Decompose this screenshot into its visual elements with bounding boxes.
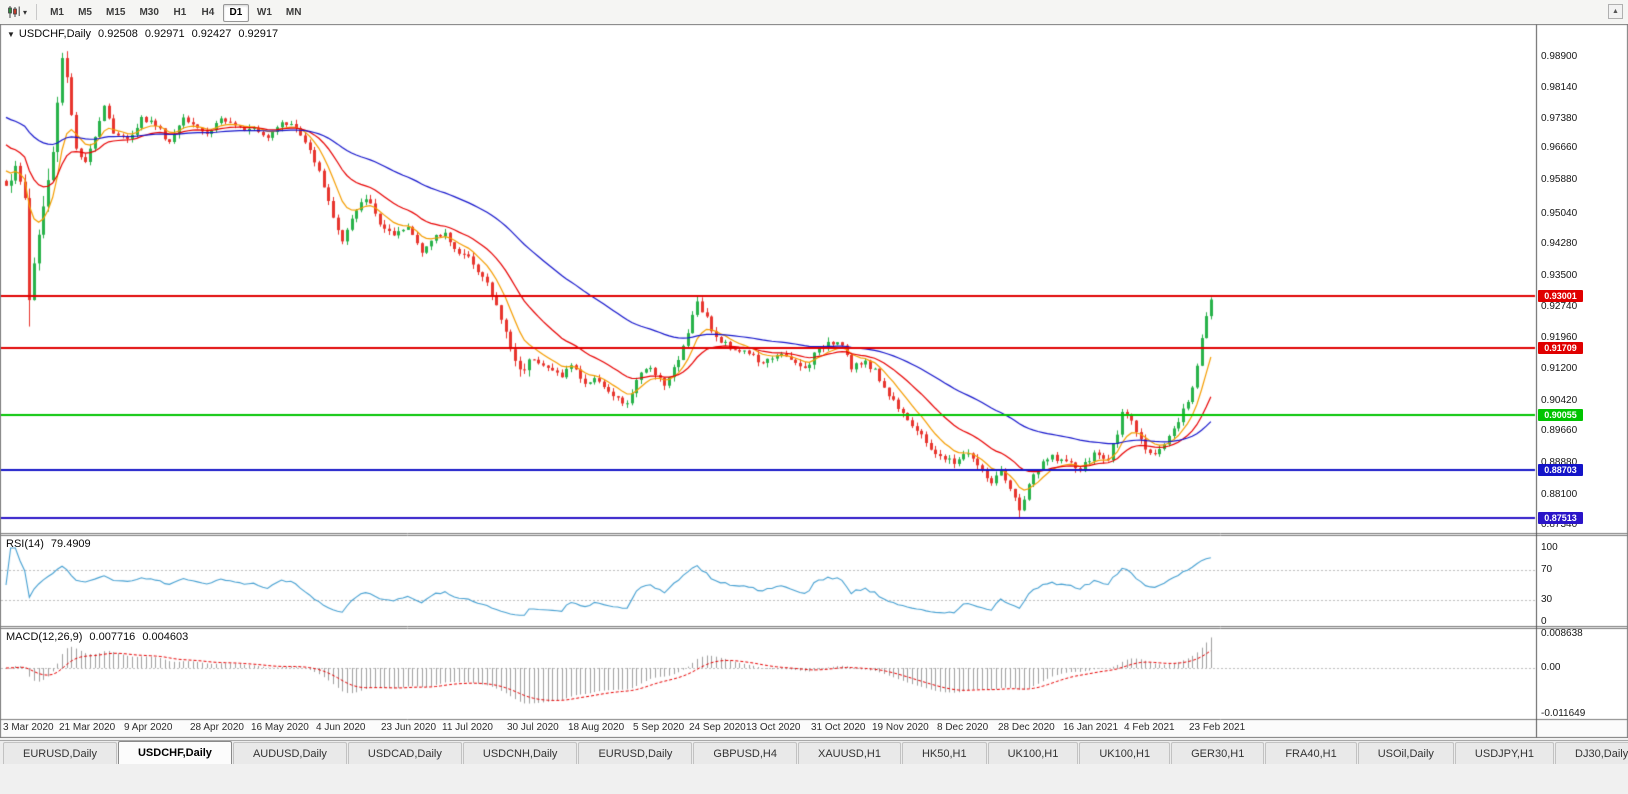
date-axis-label: 4 Jun 2020 <box>316 722 366 733</box>
chart-tab[interactable]: EURUSD,Daily <box>578 742 693 764</box>
date-axis-label: 4 Feb 2021 <box>1124 722 1175 733</box>
date-axis-label: 18 Aug 2020 <box>568 722 625 733</box>
price-line-tag: 0.93001 <box>1538 290 1583 302</box>
chart-tab-bar: EURUSD,Daily USDCHF,Daily AUDUSD,Daily USDC… <box>0 740 1628 764</box>
date-axis-label: 11 Jul 2020 <box>442 722 493 733</box>
chart-tab[interactable]: HK50,H1 <box>901 742 987 764</box>
date-axis-label: 21 Mar 2020 <box>59 722 116 733</box>
ohlc-open: 0.92508 <box>98 28 138 40</box>
price-axis-label: 0.90420 <box>1541 395 1578 406</box>
rsi-value: 79.4909 <box>50 538 91 550</box>
price-axis-label: 0.94280 <box>1541 238 1578 249</box>
chart-tab[interactable]: USOil,Daily <box>1357 742 1454 764</box>
price-axis-label: 0.95880 <box>1541 174 1578 185</box>
date-axis-label: 8 Dec 2020 <box>937 722 989 733</box>
date-axis-label: 3 Mar 2020 <box>3 722 54 733</box>
date-axis-label: 24 Sep 2020 <box>689 722 746 733</box>
timeframe-button-h1[interactable]: H1 <box>167 4 193 22</box>
bottom-strip <box>0 764 1628 794</box>
timeframe-button-m5[interactable]: M5 <box>72 4 98 22</box>
date-axis-label: 5 Sep 2020 <box>633 722 685 733</box>
price-axis-label: 0.93500 <box>1541 270 1578 281</box>
timeframes-toolbar: ▾ M1 M5 M15 M30 H1 H4 D1 W1 MN ▲ <box>0 0 1628 24</box>
timeframe-button-h4[interactable]: H4 <box>195 4 221 22</box>
price-axis-label: 0.96660 <box>1541 142 1578 153</box>
price-axis-label: 0.95040 <box>1541 208 1578 219</box>
ohlc-close: 0.92917 <box>238 28 279 40</box>
date-axis-label: 30 Jul 2020 <box>507 722 559 733</box>
chart-tab[interactable]: AUDUSD,Daily <box>232 742 347 764</box>
chart-tab[interactable]: UK100,H1 <box>987 742 1079 764</box>
rsi-axis-label: 30 <box>1541 594 1553 605</box>
price-axis-label: 0.97380 <box>1541 113 1578 124</box>
timeframe-button-m30[interactable]: M30 <box>133 4 164 22</box>
chart-tab[interactable]: UK100,H1 <box>1079 742 1171 764</box>
price-axis-label: 0.89660 <box>1541 425 1578 436</box>
price-axis-label: 0.98140 <box>1541 82 1578 93</box>
chart-tab[interactable]: DJ30,Daily <box>1555 742 1628 764</box>
scroll-up-icon: ▲ <box>1612 8 1619 15</box>
macd-axis-label: 0.00 <box>1541 662 1561 673</box>
chart-tab[interactable]: GBPUSD,H4 <box>693 742 797 764</box>
price-line-tag: 0.88703 <box>1538 464 1583 476</box>
chart-tab[interactable]: USDJPY,H1 <box>1454 742 1555 764</box>
chart-tab[interactable]: GER30,H1 <box>1171 742 1265 764</box>
toolbar-separator <box>36 4 38 20</box>
chart-tab[interactable]: USDCAD,Daily <box>347 742 462 764</box>
ohlc-high: 0.92971 <box>144 28 185 40</box>
macd-axis-label: 0.008638 <box>1541 628 1583 639</box>
chart-tab[interactable]: USDCHF,Daily <box>117 741 232 764</box>
chart-ohlc-header: ▼ USDCHF,Daily 0.92508 0.92971 0.92427 0.9291… <box>7 28 278 40</box>
date-axis-label: 9 Apr 2020 <box>124 722 173 733</box>
price-axis-label: 0.88880 <box>1541 457 1578 468</box>
price-axis-label: 0.92740 <box>1541 301 1578 312</box>
price-line-tag: 0.90055 <box>1538 409 1583 421</box>
date-axis-label: 13 Oct 2020 <box>746 722 801 733</box>
price-axis-label: 0.91200 <box>1541 363 1578 374</box>
rsi-axis-label: 70 <box>1541 564 1553 575</box>
price-line-tag: 0.91709 <box>1538 342 1583 354</box>
date-axis-label: 28 Apr 2020 <box>190 722 244 733</box>
price-axis-label: 0.87340 <box>1541 519 1578 530</box>
ohlc-low: 0.92427 <box>191 28 232 40</box>
date-axis-label: 19 Nov 2020 <box>872 722 929 733</box>
chart-tab[interactable]: XAUUSD,H1 <box>797 742 901 764</box>
timeframe-button-group: M1 M5 M15 M30 H1 H4 D1 W1 MN <box>43 2 308 22</box>
price-axis-label: 0.91960 <box>1541 332 1578 343</box>
rsi-indicator-header: RSI(14) 79.4909 <box>6 538 91 550</box>
scroll-up-button[interactable]: ▲ <box>1608 4 1623 19</box>
chart-menu-icon[interactable]: ▼ <box>7 30 15 39</box>
rsi-axis-label: 0 <box>1541 616 1547 627</box>
chart-tab[interactable]: EURUSD,Daily <box>3 742 117 764</box>
timeframe-button-mn[interactable]: MN <box>280 4 308 22</box>
candlestick-chart-icon[interactable] <box>5 3 23 21</box>
timeframe-button-m15[interactable]: M15 <box>100 4 131 22</box>
timeframe-button-w1[interactable]: W1 <box>251 4 278 22</box>
date-axis-label: 28 Dec 2020 <box>998 722 1055 733</box>
price-line-tag: 0.87513 <box>1538 512 1583 524</box>
macd-signal-value: 0.004603 <box>142 631 189 643</box>
macd-axis-label: -0.011649 <box>1541 708 1586 719</box>
chart-tab[interactable]: FRA40,H1 <box>1265 742 1357 764</box>
date-axis-label: 16 May 2020 <box>251 722 309 733</box>
date-axis-label: 23 Jun 2020 <box>381 722 437 733</box>
chart-symbol-period: USDCHF,Daily <box>18 28 92 40</box>
timeframe-button-d1[interactable]: D1 <box>222 3 249 22</box>
price-axis-label: 0.88100 <box>1541 489 1578 500</box>
macd-indicator-header: MACD(12,26,9) 0.007716 0.004603 <box>6 631 188 643</box>
rsi-name: RSI(14) <box>6 538 44 550</box>
timeframe-button-m1[interactable]: M1 <box>44 4 70 22</box>
price-axis-label: 0.98900 <box>1541 51 1578 62</box>
date-axis-label: 31 Oct 2020 <box>811 722 866 733</box>
chart-tab[interactable]: USDCNH,Daily <box>462 742 578 764</box>
date-axis-label: 23 Feb 2021 <box>1189 722 1246 733</box>
chevron-down-icon[interactable]: ▾ <box>23 7 28 17</box>
date-axis-label: 16 Jan 2021 <box>1063 722 1119 733</box>
macd-main-value: 0.007716 <box>89 631 136 643</box>
macd-name: MACD(12,26,9) <box>6 631 83 643</box>
rsi-axis-label: 100 <box>1541 542 1558 553</box>
main-chart-canvas[interactable] <box>0 24 1628 738</box>
